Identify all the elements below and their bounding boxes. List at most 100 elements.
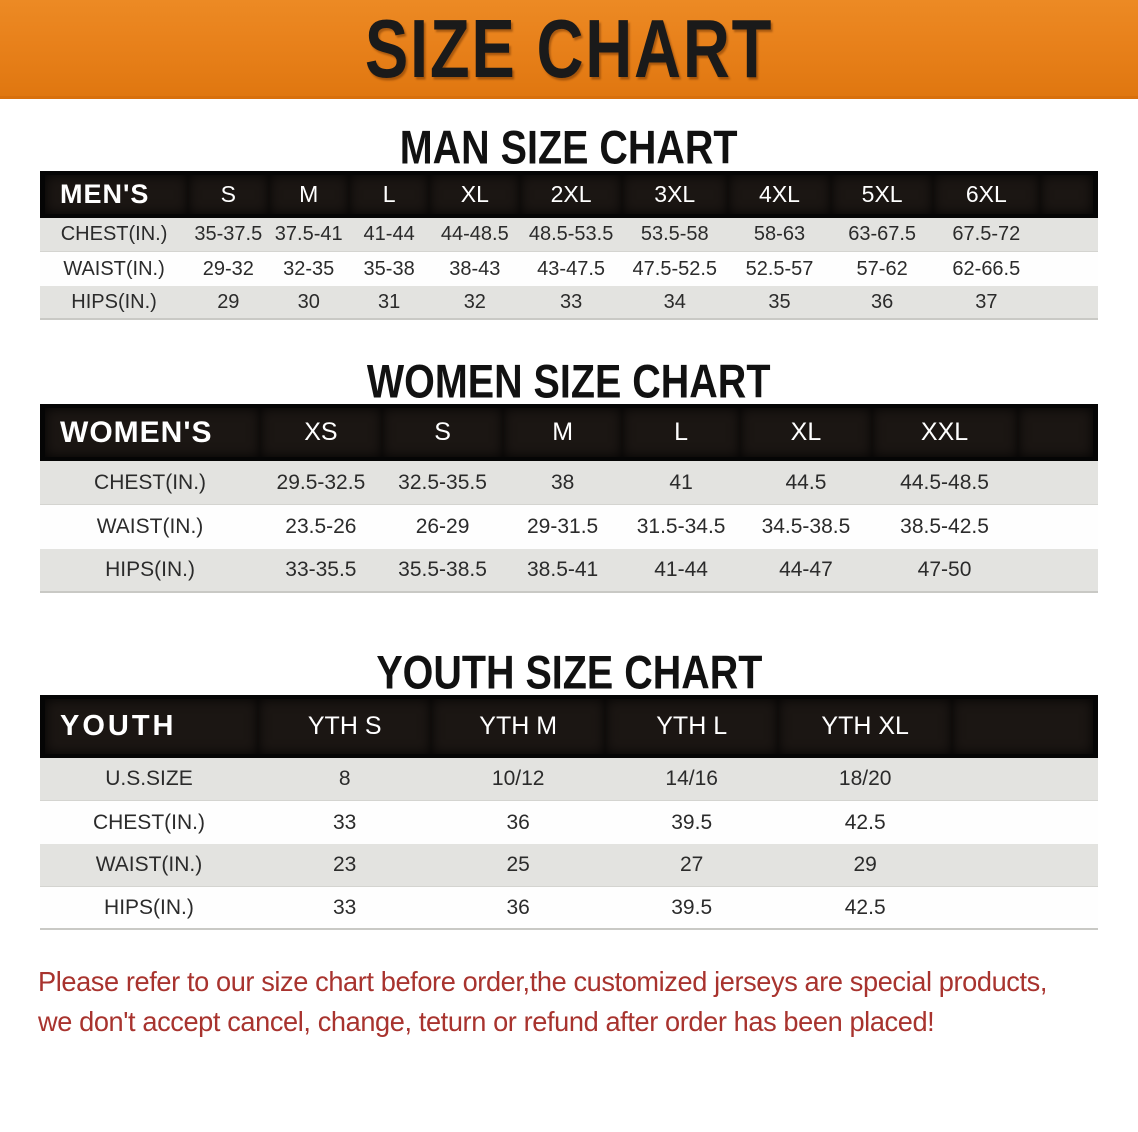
size-value-cell: 30 — [268, 286, 349, 320]
filler-cell — [951, 758, 1098, 801]
size-value-cell: 29 — [778, 844, 952, 887]
size-value-cell: 67.5-72 — [932, 218, 1040, 252]
size-value-cell: 23.5-26 — [260, 505, 382, 549]
row-label: WAIST(IN.) — [40, 252, 189, 286]
row-label: WAIST(IN.) — [40, 844, 258, 887]
mens-size-table: MEN'S S M L XL 2XL 3XL 4XL 5XL 6XL CHEST… — [40, 171, 1098, 320]
size-value-cell: 33 — [257, 887, 432, 930]
size-column-header: YTH S — [257, 695, 432, 758]
youth-header-row: YOUTH YTH S YTH M YTH L YTH XL — [40, 695, 1098, 758]
size-value-cell: 44-48.5 — [429, 218, 521, 252]
size-column-header: 4XL — [727, 171, 832, 218]
size-value-cell: 43-47.5 — [520, 252, 622, 286]
size-value-cell: 33-35.5 — [260, 549, 382, 593]
size-value-cell: 38.5-42.5 — [871, 505, 1018, 549]
womens-size-table: WOMEN'S XS S M L XL XXL CHEST(IN.) 29.5-… — [40, 404, 1098, 593]
size-value-cell: 48.5-53.5 — [520, 218, 622, 252]
size-value-cell: 34 — [621, 286, 728, 320]
size-value-cell: 41-44 — [621, 549, 741, 593]
size-value-cell: 26-29 — [381, 505, 504, 549]
man-section-heading-text: MAN SIZE CHART — [400, 121, 738, 174]
size-value-cell: 39.5 — [604, 801, 779, 844]
size-value-cell: 29-32 — [188, 252, 269, 286]
row-label: HIPS(IN.) — [40, 549, 261, 593]
size-value-cell: 38 — [503, 461, 622, 505]
size-value-cell: 25 — [431, 844, 605, 887]
disclaimer-line-2: we don't accept cancel, change, teturn o… — [38, 1006, 935, 1037]
filler-cell — [1039, 252, 1098, 286]
youth-section-heading: YOUTH SIZE CHART — [0, 646, 1138, 699]
size-value-cell: 14/16 — [604, 758, 779, 801]
table-row: HIPS(IN.) 33 36 39.5 42.5 — [40, 887, 1098, 930]
size-column-header: XXL — [871, 404, 1018, 461]
row-label: U.S.SIZE — [40, 758, 258, 801]
size-column-header: XS — [260, 404, 382, 461]
size-value-cell: 32-35 — [268, 252, 349, 286]
size-value-cell: 35-38 — [348, 252, 430, 286]
size-value-cell: 37.5-41 — [268, 218, 349, 252]
row-label: CHEST(IN.) — [40, 461, 261, 505]
filler-cell — [1017, 505, 1098, 549]
womens-header-row: WOMEN'S XS S M L XL XXL — [40, 404, 1098, 461]
filler-cell — [951, 844, 1098, 887]
size-column-header: L — [348, 171, 430, 218]
size-column-header: 6XL — [932, 171, 1040, 218]
size-value-cell: 27 — [604, 844, 779, 887]
filler-cell — [1017, 461, 1098, 505]
disclaimer: Please refer to our size chart before or… — [0, 962, 1138, 1042]
size-value-cell: 23 — [257, 844, 432, 887]
size-value-cell: 39.5 — [604, 887, 779, 930]
filler-cell — [1039, 218, 1098, 252]
size-value-cell: 32 — [429, 286, 521, 320]
size-value-cell: 44.5 — [740, 461, 872, 505]
women-section-heading: WOMEN SIZE CHART — [0, 355, 1138, 408]
size-column-header: M — [268, 171, 349, 218]
youth-section-heading-text: YOUTH SIZE CHART — [375, 646, 763, 699]
size-value-cell: 35-37.5 — [188, 218, 269, 252]
size-value-cell: 33 — [257, 801, 432, 844]
table-row: CHEST(IN.) 29.5-32.5 32.5-35.5 38 41 44.… — [40, 461, 1098, 505]
filler-cell — [951, 695, 1098, 758]
size-value-cell: 31 — [348, 286, 430, 320]
size-column-header: S — [381, 404, 504, 461]
size-column-header: YTH M — [431, 695, 605, 758]
mens-table-title: MEN'S — [40, 171, 189, 218]
size-value-cell: 63-67.5 — [831, 218, 933, 252]
table-row: WAIST(IN.) 23.5-26 26-29 29-31.5 31.5-34… — [40, 505, 1098, 549]
table-row: HIPS(IN.) 33-35.5 35.5-38.5 38.5-41 41-4… — [40, 549, 1098, 593]
youth-size-table: YOUTH YTH S YTH M YTH L YTH XL U.S.SIZE … — [40, 695, 1098, 930]
size-value-cell: 37 — [932, 286, 1040, 320]
disclaimer-line-1: Please refer to our size chart before or… — [38, 966, 1048, 997]
size-column-header: YTH XL — [778, 695, 952, 758]
size-value-cell: 62-66.5 — [932, 252, 1040, 286]
size-column-header: 2XL — [520, 171, 622, 218]
size-value-cell: 44-47 — [740, 549, 872, 593]
row-label: CHEST(IN.) — [40, 801, 258, 844]
table-row: CHEST(IN.) 33 36 39.5 42.5 — [40, 801, 1098, 844]
size-value-cell: 41-44 — [348, 218, 430, 252]
size-value-cell: 53.5-58 — [621, 218, 728, 252]
size-value-cell: 29.5-32.5 — [260, 461, 382, 505]
youth-table-title: YOUTH — [40, 695, 258, 758]
size-column-header: S — [188, 171, 269, 218]
size-value-cell: 58-63 — [727, 218, 832, 252]
size-value-cell: 8 — [257, 758, 432, 801]
size-value-cell: 31.5-34.5 — [621, 505, 741, 549]
size-value-cell: 29 — [188, 286, 269, 320]
size-value-cell: 44.5-48.5 — [871, 461, 1018, 505]
size-value-cell: 32.5-35.5 — [381, 461, 504, 505]
filler-cell — [1039, 286, 1098, 320]
size-value-cell: 35 — [727, 286, 832, 320]
size-column-header: 5XL — [831, 171, 933, 218]
women-section-heading-text: WOMEN SIZE CHART — [367, 355, 771, 408]
women-size-section: WOMEN SIZE CHART WOMEN'S XS S M L XL XXL — [0, 355, 1138, 593]
womens-table-title: WOMEN'S — [40, 404, 261, 461]
table-row: WAIST(IN.) 29-32 32-35 35-38 38-43 43-47… — [40, 252, 1098, 286]
size-value-cell: 35.5-38.5 — [381, 549, 504, 593]
size-column-header: 3XL — [621, 171, 728, 218]
size-value-cell: 38.5-41 — [503, 549, 622, 593]
size-value-cell: 10/12 — [431, 758, 605, 801]
size-value-cell: 33 — [520, 286, 622, 320]
mens-header-row: MEN'S S M L XL 2XL 3XL 4XL 5XL 6XL — [40, 171, 1098, 218]
table-row: HIPS(IN.) 29 30 31 32 33 34 35 36 37 — [40, 286, 1098, 320]
